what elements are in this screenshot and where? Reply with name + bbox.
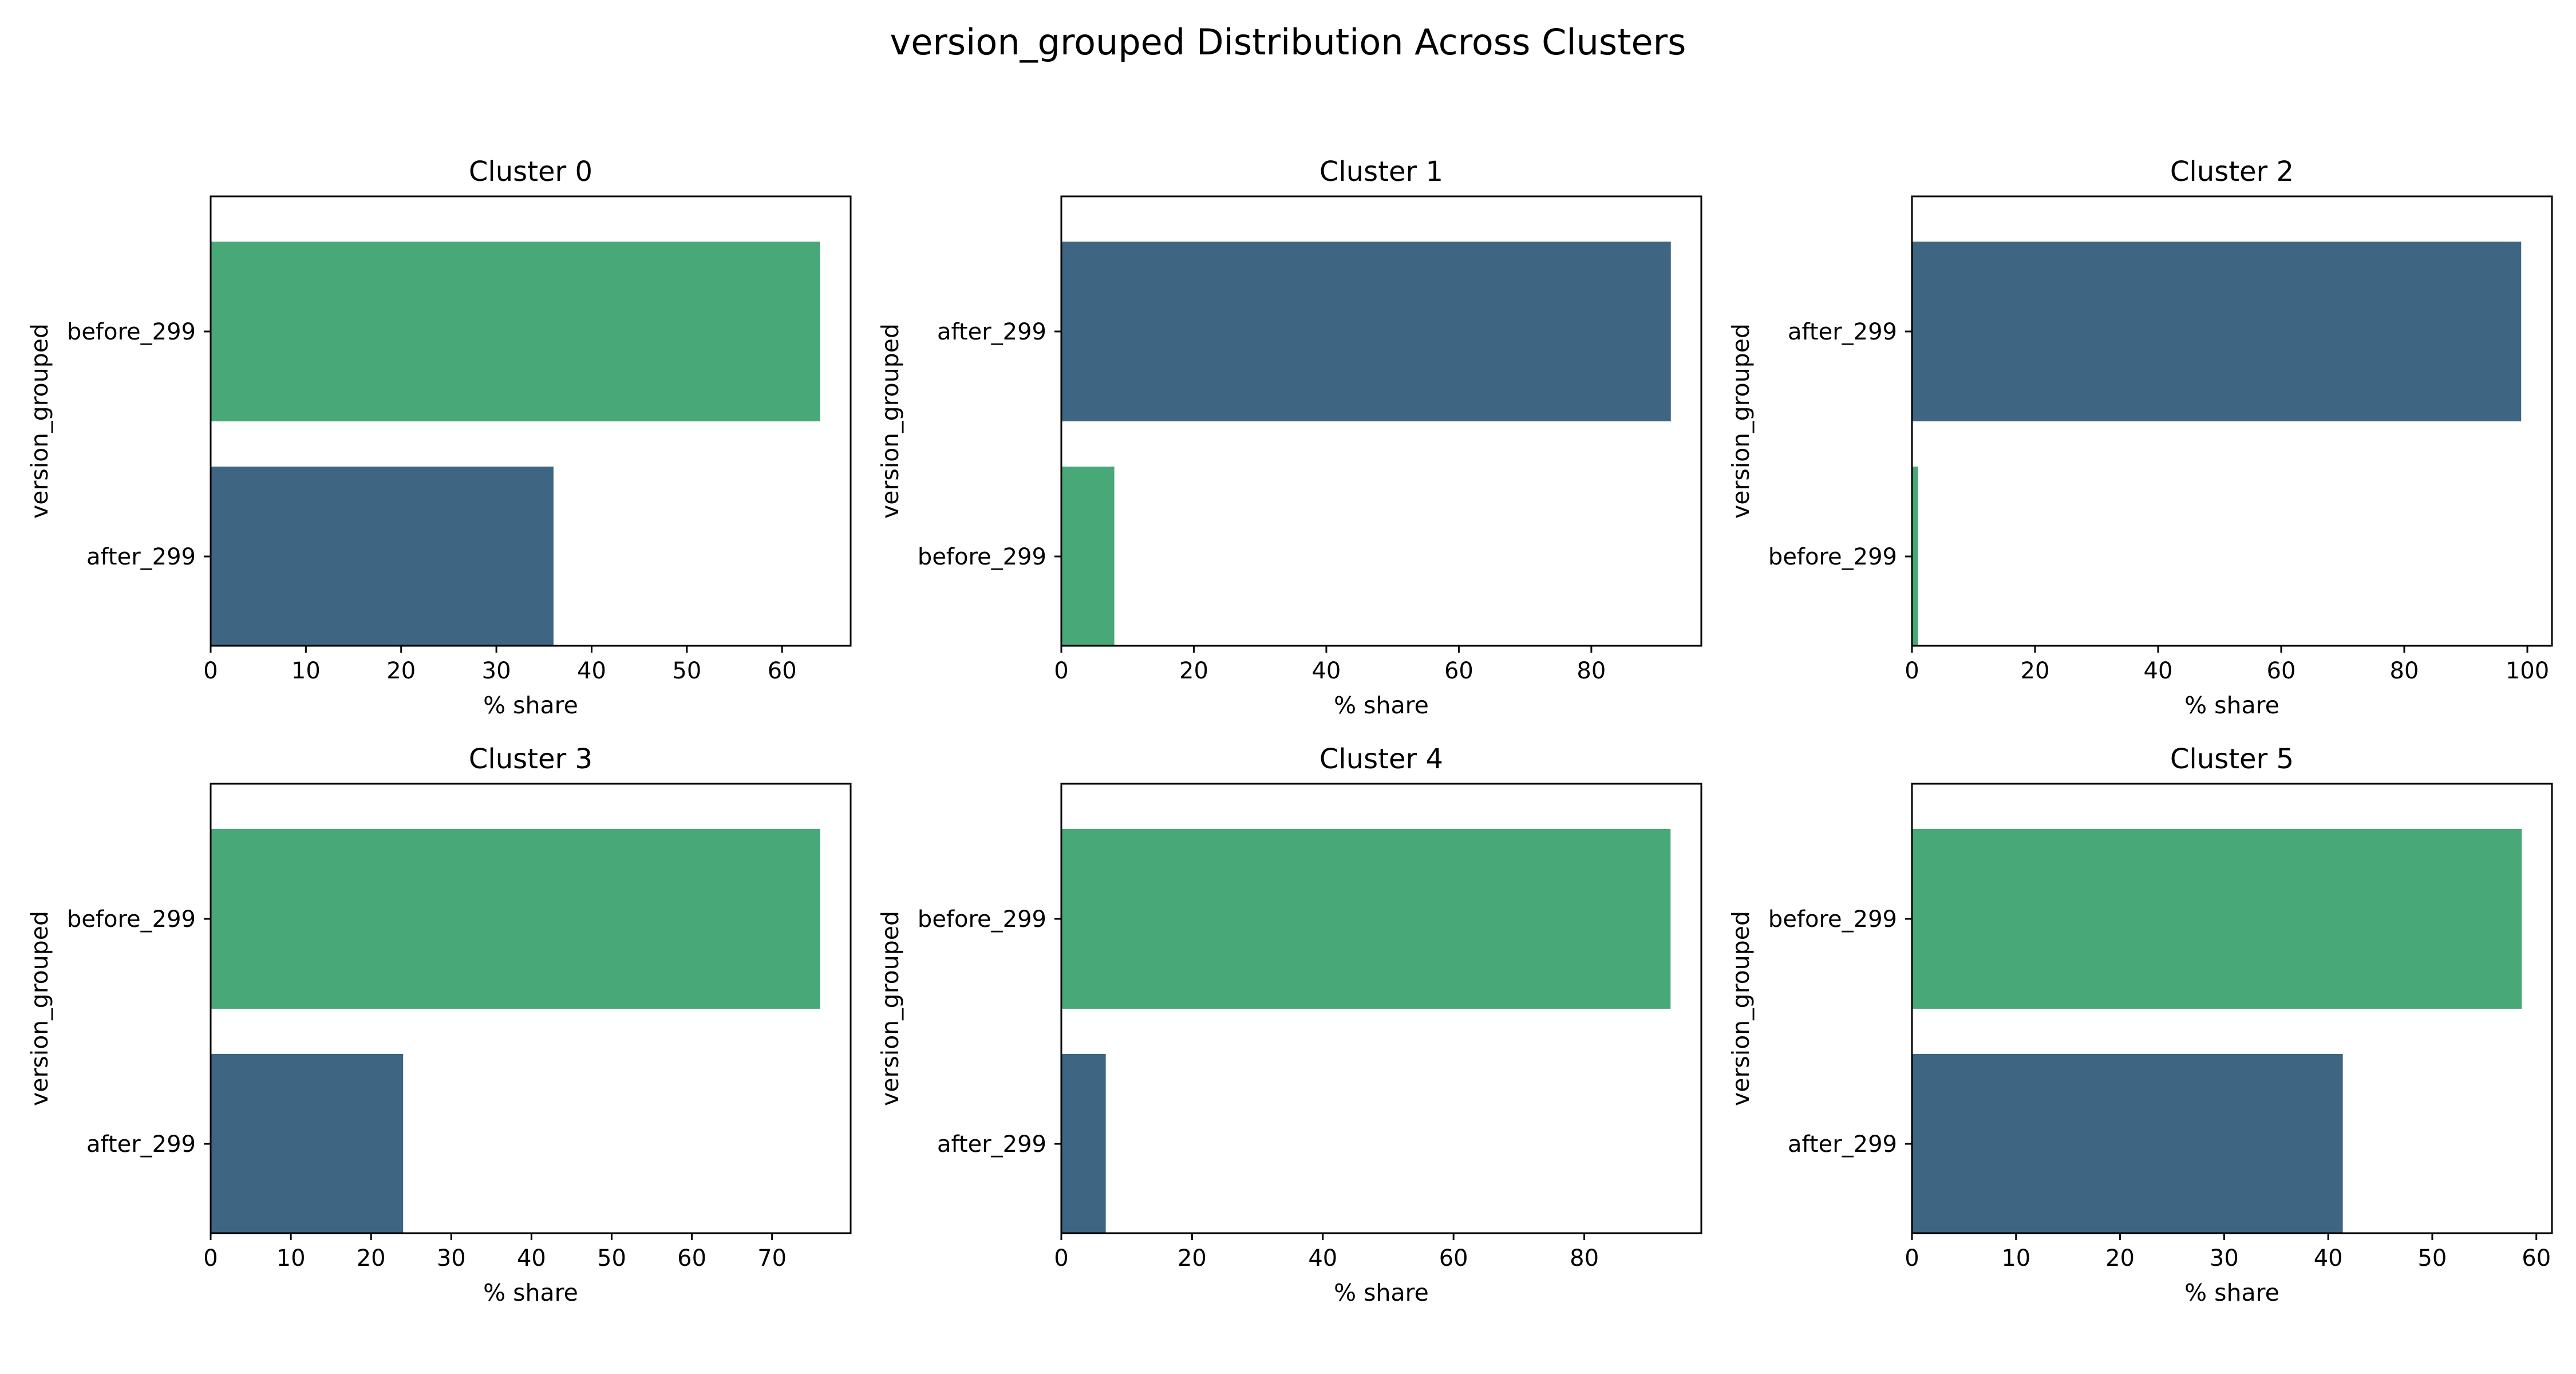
x-tick-label: 80 <box>1570 1245 1599 1272</box>
x-axis-label: % share <box>2184 1279 2279 1306</box>
x-tick-label: 40 <box>2144 658 2173 684</box>
panel-title: Cluster 5 <box>2170 743 2294 775</box>
chart-panels: Cluster 0 before_299 after_299 0 10 20 30 40 50 6… <box>26 156 2553 1306</box>
x-tick-label: 100 <box>2506 658 2549 684</box>
x-tick-label: 50 <box>597 1245 626 1272</box>
x-tick-label: 70 <box>757 1245 787 1272</box>
bar-after_299 <box>211 1054 404 1234</box>
y-tick-label: after_299 <box>86 1131 196 1158</box>
chart-panel-0: Cluster 0 before_299 after_299 0 10 20 30 40 50 6… <box>26 156 852 719</box>
y-tick-label: before_299 <box>1768 906 1897 933</box>
y-tick-label: before_299 <box>67 319 196 345</box>
x-tick-label: 40 <box>1308 1245 1337 1272</box>
bar-before_299 <box>1912 467 1918 646</box>
x-tick-label: 0 <box>1905 658 1919 684</box>
y-tick-label: after_299 <box>937 319 1046 345</box>
x-tick-label: 10 <box>291 658 321 684</box>
panel-title: Cluster 1 <box>1319 156 1443 188</box>
x-tick-label: 20 <box>2105 1245 2135 1272</box>
bar-after_299 <box>1912 1054 2343 1234</box>
bar-before_299 <box>211 242 820 421</box>
y-tick-label: after_299 <box>937 1131 1046 1158</box>
panel-title: Cluster 0 <box>469 156 592 188</box>
x-tick-label: 40 <box>517 1245 546 1272</box>
bar-before_299 <box>1061 467 1115 646</box>
x-tick-label: 20 <box>386 658 416 684</box>
bar-before_299 <box>211 829 820 1009</box>
x-tick-label: 40 <box>1311 658 1341 684</box>
y-tick-label: before_299 <box>918 906 1046 933</box>
chart-panel-3: Cluster 3 before_299 after_299 0 10 20 30 40 50 6… <box>26 743 852 1306</box>
x-tick-label: 80 <box>1577 658 1606 684</box>
x-tick-label: 30 <box>437 1245 466 1272</box>
bar-after_299 <box>211 467 554 646</box>
x-tick-label: 50 <box>672 658 701 684</box>
x-tick-label: 10 <box>2001 1245 2030 1272</box>
y-tick-label: before_299 <box>67 906 196 933</box>
y-tick-label: before_299 <box>1768 544 1897 570</box>
x-tick-label: 0 <box>1054 658 1068 684</box>
chart-panel-5: Cluster 5 before_299 after_299 0 10 20 30 40 50 6… <box>1727 743 2553 1306</box>
panel-title: Cluster 4 <box>1319 743 1443 775</box>
panel-title: Cluster 2 <box>2170 156 2294 188</box>
y-axis-label: version_grouped <box>26 911 53 1106</box>
x-tick-label: 60 <box>2522 1245 2551 1272</box>
x-axis-label: % share <box>1334 692 1429 719</box>
x-tick-label: 0 <box>203 658 218 684</box>
y-tick-label: after_299 <box>86 544 196 570</box>
x-tick-label: 20 <box>1178 1245 1207 1272</box>
x-tick-label: 50 <box>2417 1245 2447 1272</box>
y-axis-label: version_grouped <box>26 323 53 519</box>
y-axis-label: version_grouped <box>876 323 904 519</box>
bar-after_299 <box>1061 242 1671 421</box>
bar-after_299 <box>1912 242 2522 421</box>
bar-before_299 <box>1912 829 2522 1009</box>
x-tick-label: 20 <box>1179 658 1208 684</box>
y-tick-label: after_299 <box>1788 319 1897 345</box>
chart-panel-4: Cluster 4 before_299 after_299 0 20 40 60 80 % s… <box>876 743 1702 1306</box>
y-tick-label: after_299 <box>1788 1131 1897 1158</box>
bar-before_299 <box>1061 829 1671 1009</box>
x-axis-label: % share <box>2184 692 2279 719</box>
x-tick-label: 40 <box>577 658 606 684</box>
x-tick-label: 30 <box>2210 1245 2239 1272</box>
figure-title: version_grouped Distribution Across Clus… <box>890 21 1686 63</box>
bar-after_299 <box>1061 1054 1106 1234</box>
axes-frame <box>1060 195 1702 647</box>
y-axis-label: version_grouped <box>1727 323 1755 519</box>
x-axis-label: % share <box>1334 1279 1429 1306</box>
x-tick-label: 60 <box>677 1245 706 1272</box>
axes-frame <box>1060 783 1702 1234</box>
chart-panel-2: Cluster 2 after_299 before_299 0 20 40 60 80 100… <box>1727 156 2553 719</box>
x-tick-label: 60 <box>1444 658 1473 684</box>
x-tick-label: 30 <box>482 658 511 684</box>
axes-frame <box>1911 195 2553 647</box>
x-tick-label: 10 <box>276 1245 306 1272</box>
x-tick-label: 60 <box>1439 1245 1468 1272</box>
x-axis-label: % share <box>483 1279 578 1306</box>
x-tick-label: 0 <box>203 1245 218 1272</box>
panel-title: Cluster 3 <box>469 743 592 775</box>
x-tick-label: 0 <box>1905 1245 1919 1272</box>
axes-frame <box>210 195 852 647</box>
axes-frame <box>1911 783 2553 1234</box>
y-axis-label: version_grouped <box>876 911 904 1106</box>
y-tick-label: before_299 <box>918 544 1046 570</box>
x-tick-label: 40 <box>2314 1245 2343 1272</box>
x-tick-label: 20 <box>357 1245 386 1272</box>
x-tick-label: 60 <box>2267 658 2296 684</box>
x-axis-label: % share <box>483 692 578 719</box>
x-tick-label: 60 <box>768 658 797 684</box>
y-axis-label: version_grouped <box>1727 911 1755 1106</box>
x-tick-label: 0 <box>1054 1245 1068 1272</box>
x-tick-label: 80 <box>2390 658 2419 684</box>
chart-panel-1: Cluster 1 after_299 before_299 0 20 40 60 80 % s… <box>876 156 1702 719</box>
x-tick-label: 20 <box>2021 658 2050 684</box>
